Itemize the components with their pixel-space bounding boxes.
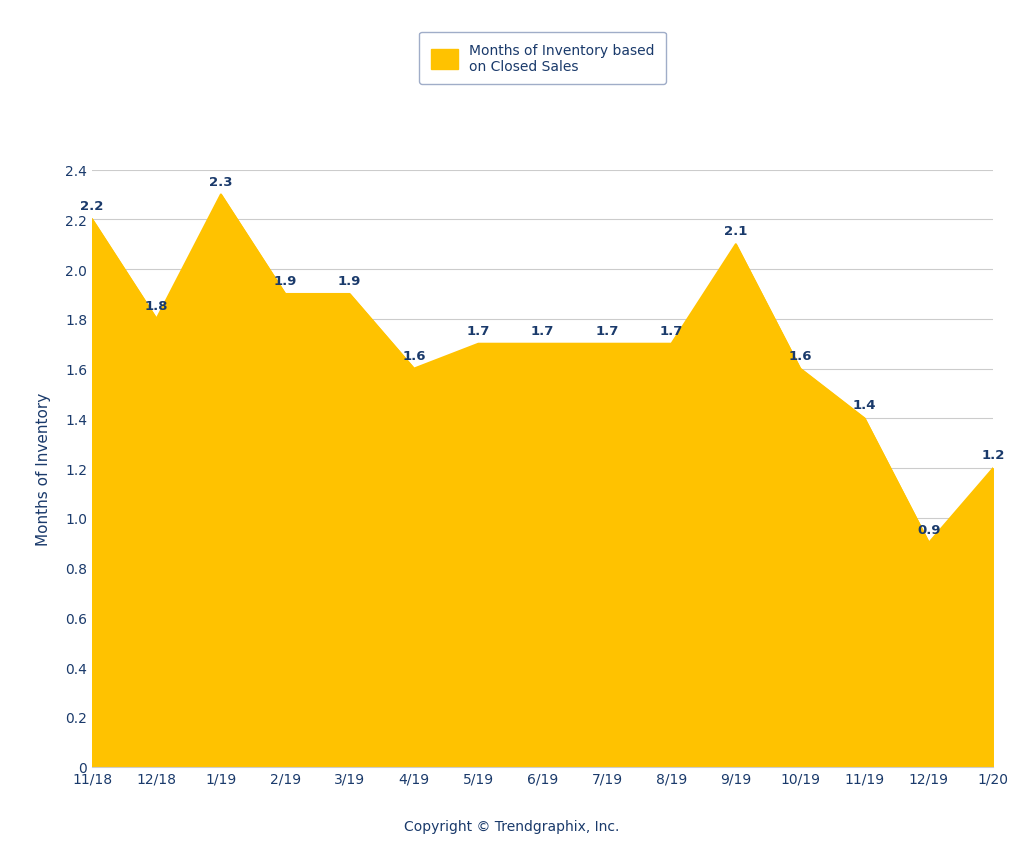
Text: 2.3: 2.3 [209, 176, 232, 188]
Text: 1.7: 1.7 [467, 325, 490, 337]
Text: 2.2: 2.2 [81, 200, 103, 213]
Text: 1.9: 1.9 [338, 274, 361, 288]
Text: 1.4: 1.4 [853, 399, 877, 412]
Y-axis label: Months of Inventory: Months of Inventory [36, 392, 51, 545]
Text: Copyright © Trendgraphix, Inc.: Copyright © Trendgraphix, Inc. [404, 820, 620, 833]
Text: 1.8: 1.8 [144, 300, 168, 313]
Legend: Months of Inventory based
on Closed Sales: Months of Inventory based on Closed Sale… [420, 32, 666, 85]
Text: 1.6: 1.6 [788, 349, 812, 362]
Text: 1.6: 1.6 [402, 349, 426, 362]
Text: 0.9: 0.9 [918, 523, 941, 536]
Text: 1.9: 1.9 [273, 274, 297, 288]
Text: 1.7: 1.7 [595, 325, 618, 337]
Text: 2.1: 2.1 [724, 225, 748, 238]
Text: 1.7: 1.7 [659, 325, 683, 337]
Text: 1.2: 1.2 [982, 449, 1005, 462]
Text: 1.7: 1.7 [531, 325, 554, 337]
